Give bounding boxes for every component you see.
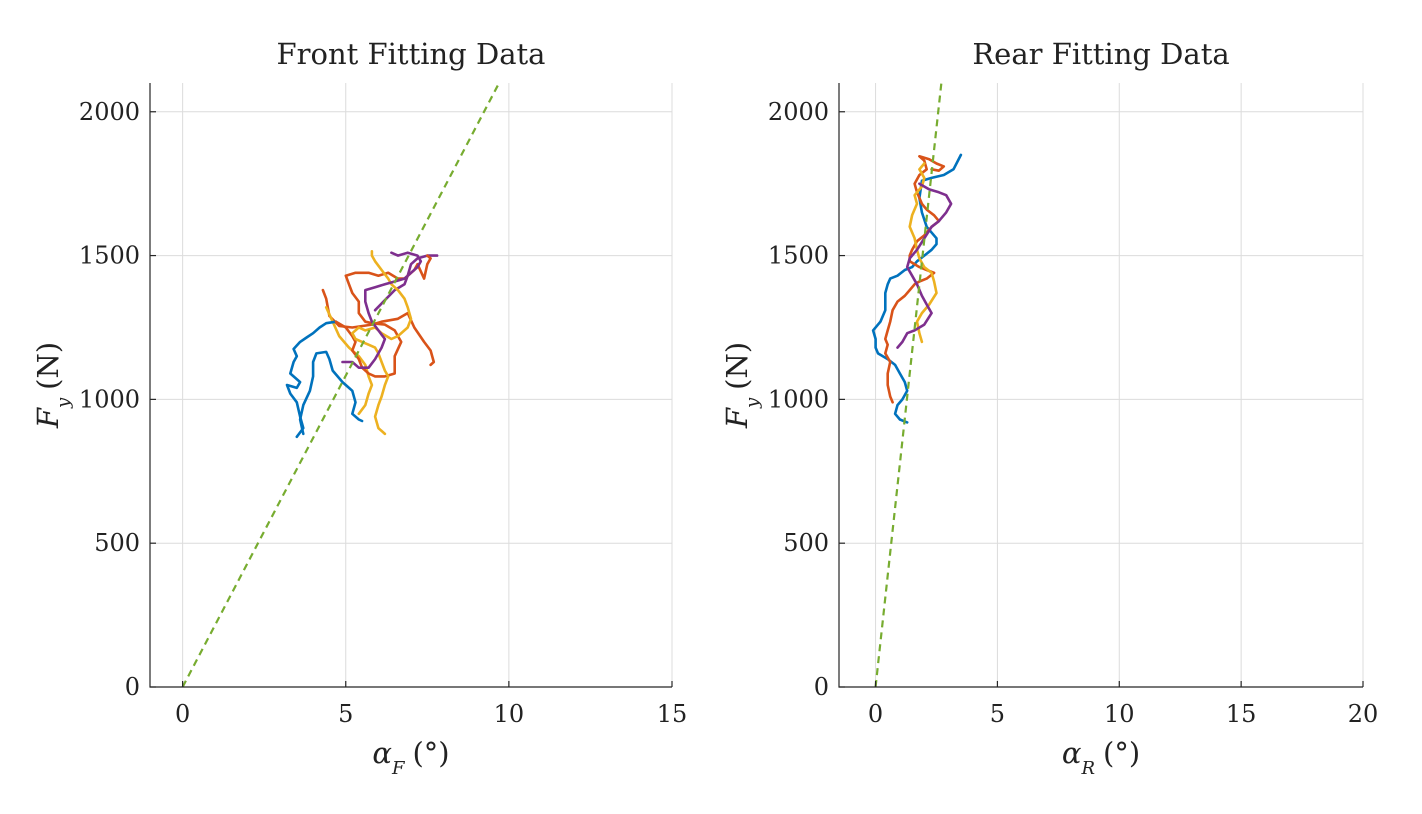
- x-tick-label: 15: [1226, 700, 1257, 728]
- x-axis-label: αR (°): [1062, 736, 1140, 779]
- y-tick-label: 500: [783, 529, 829, 557]
- y-tick-label: 1500: [79, 242, 140, 270]
- y-axis-label-unit: (N): [720, 342, 754, 390]
- y-axis-label-symbol: F: [720, 407, 754, 429]
- x-axis-label-unit: (°): [1103, 736, 1140, 770]
- axis-lines: [149, 83, 672, 688]
- x-axis-label-symbol: α: [1062, 736, 1082, 770]
- x-axis-label-subscript: F: [391, 758, 406, 779]
- series-line-1: [298, 350, 364, 436]
- series-line-3: [908, 162, 938, 344]
- x-tick-label: 5: [990, 700, 1005, 728]
- x-tick-label: 10: [1104, 700, 1135, 728]
- y-tick-label: 2000: [768, 98, 829, 126]
- chart-title: Rear Fitting Data: [972, 37, 1229, 71]
- series-line-7: [351, 250, 413, 436]
- series-line-8: [341, 251, 423, 369]
- y-tick-label: 1000: [768, 385, 829, 413]
- x-tick-label: 0: [868, 700, 883, 728]
- x-axis-label: αF (°): [372, 736, 449, 779]
- series-line-4: [896, 182, 953, 349]
- rear-fitting-plot: 0 5 10 15 20 0 500 1000 1500 2000 Rear Fitting Dat…: [720, 37, 1378, 779]
- y-axis-label-subscript: y: [742, 397, 763, 409]
- x-tick-label: 15: [657, 700, 688, 728]
- y-axis-label: Fy (N): [720, 342, 763, 429]
- fit-line: [874, 83, 943, 687]
- x-axis-label-subscript: R: [1080, 758, 1095, 779]
- y-tick-label: 500: [94, 529, 140, 557]
- x-tick-label: 10: [494, 700, 525, 728]
- y-tick-label: 0: [125, 673, 140, 701]
- x-tick-label: 0: [175, 700, 190, 728]
- data-layer: [181, 83, 501, 687]
- axis-lines: [838, 83, 1363, 688]
- y-tick-label: 1000: [79, 385, 140, 413]
- series-line-5: [285, 320, 338, 439]
- x-tick-label: 5: [338, 700, 353, 728]
- y-tick-label: 1500: [768, 242, 829, 270]
- chart-title: Front Fitting Data: [277, 37, 546, 71]
- y-tick-label: 2000: [79, 98, 140, 126]
- x-axis-label-symbol: α: [372, 736, 392, 770]
- y-axis-label-unit: (N): [31, 342, 65, 390]
- x-axis-label-unit: (°): [412, 736, 449, 770]
- y-axis-label-subscript: y: [53, 397, 74, 409]
- front-fitting-plot: 0 5 10 15 0 500 1000 1500 2000 Front Fitting Data…: [31, 37, 687, 779]
- data-layer: [871, 83, 963, 687]
- series-line-1: [871, 153, 963, 424]
- x-tick-label: 20: [1348, 700, 1379, 728]
- fit-line: [181, 83, 501, 687]
- y-axis-label: Fy (N): [31, 342, 74, 429]
- y-tick-label: 0: [814, 673, 829, 701]
- y-axis-label-symbol: F: [31, 407, 65, 429]
